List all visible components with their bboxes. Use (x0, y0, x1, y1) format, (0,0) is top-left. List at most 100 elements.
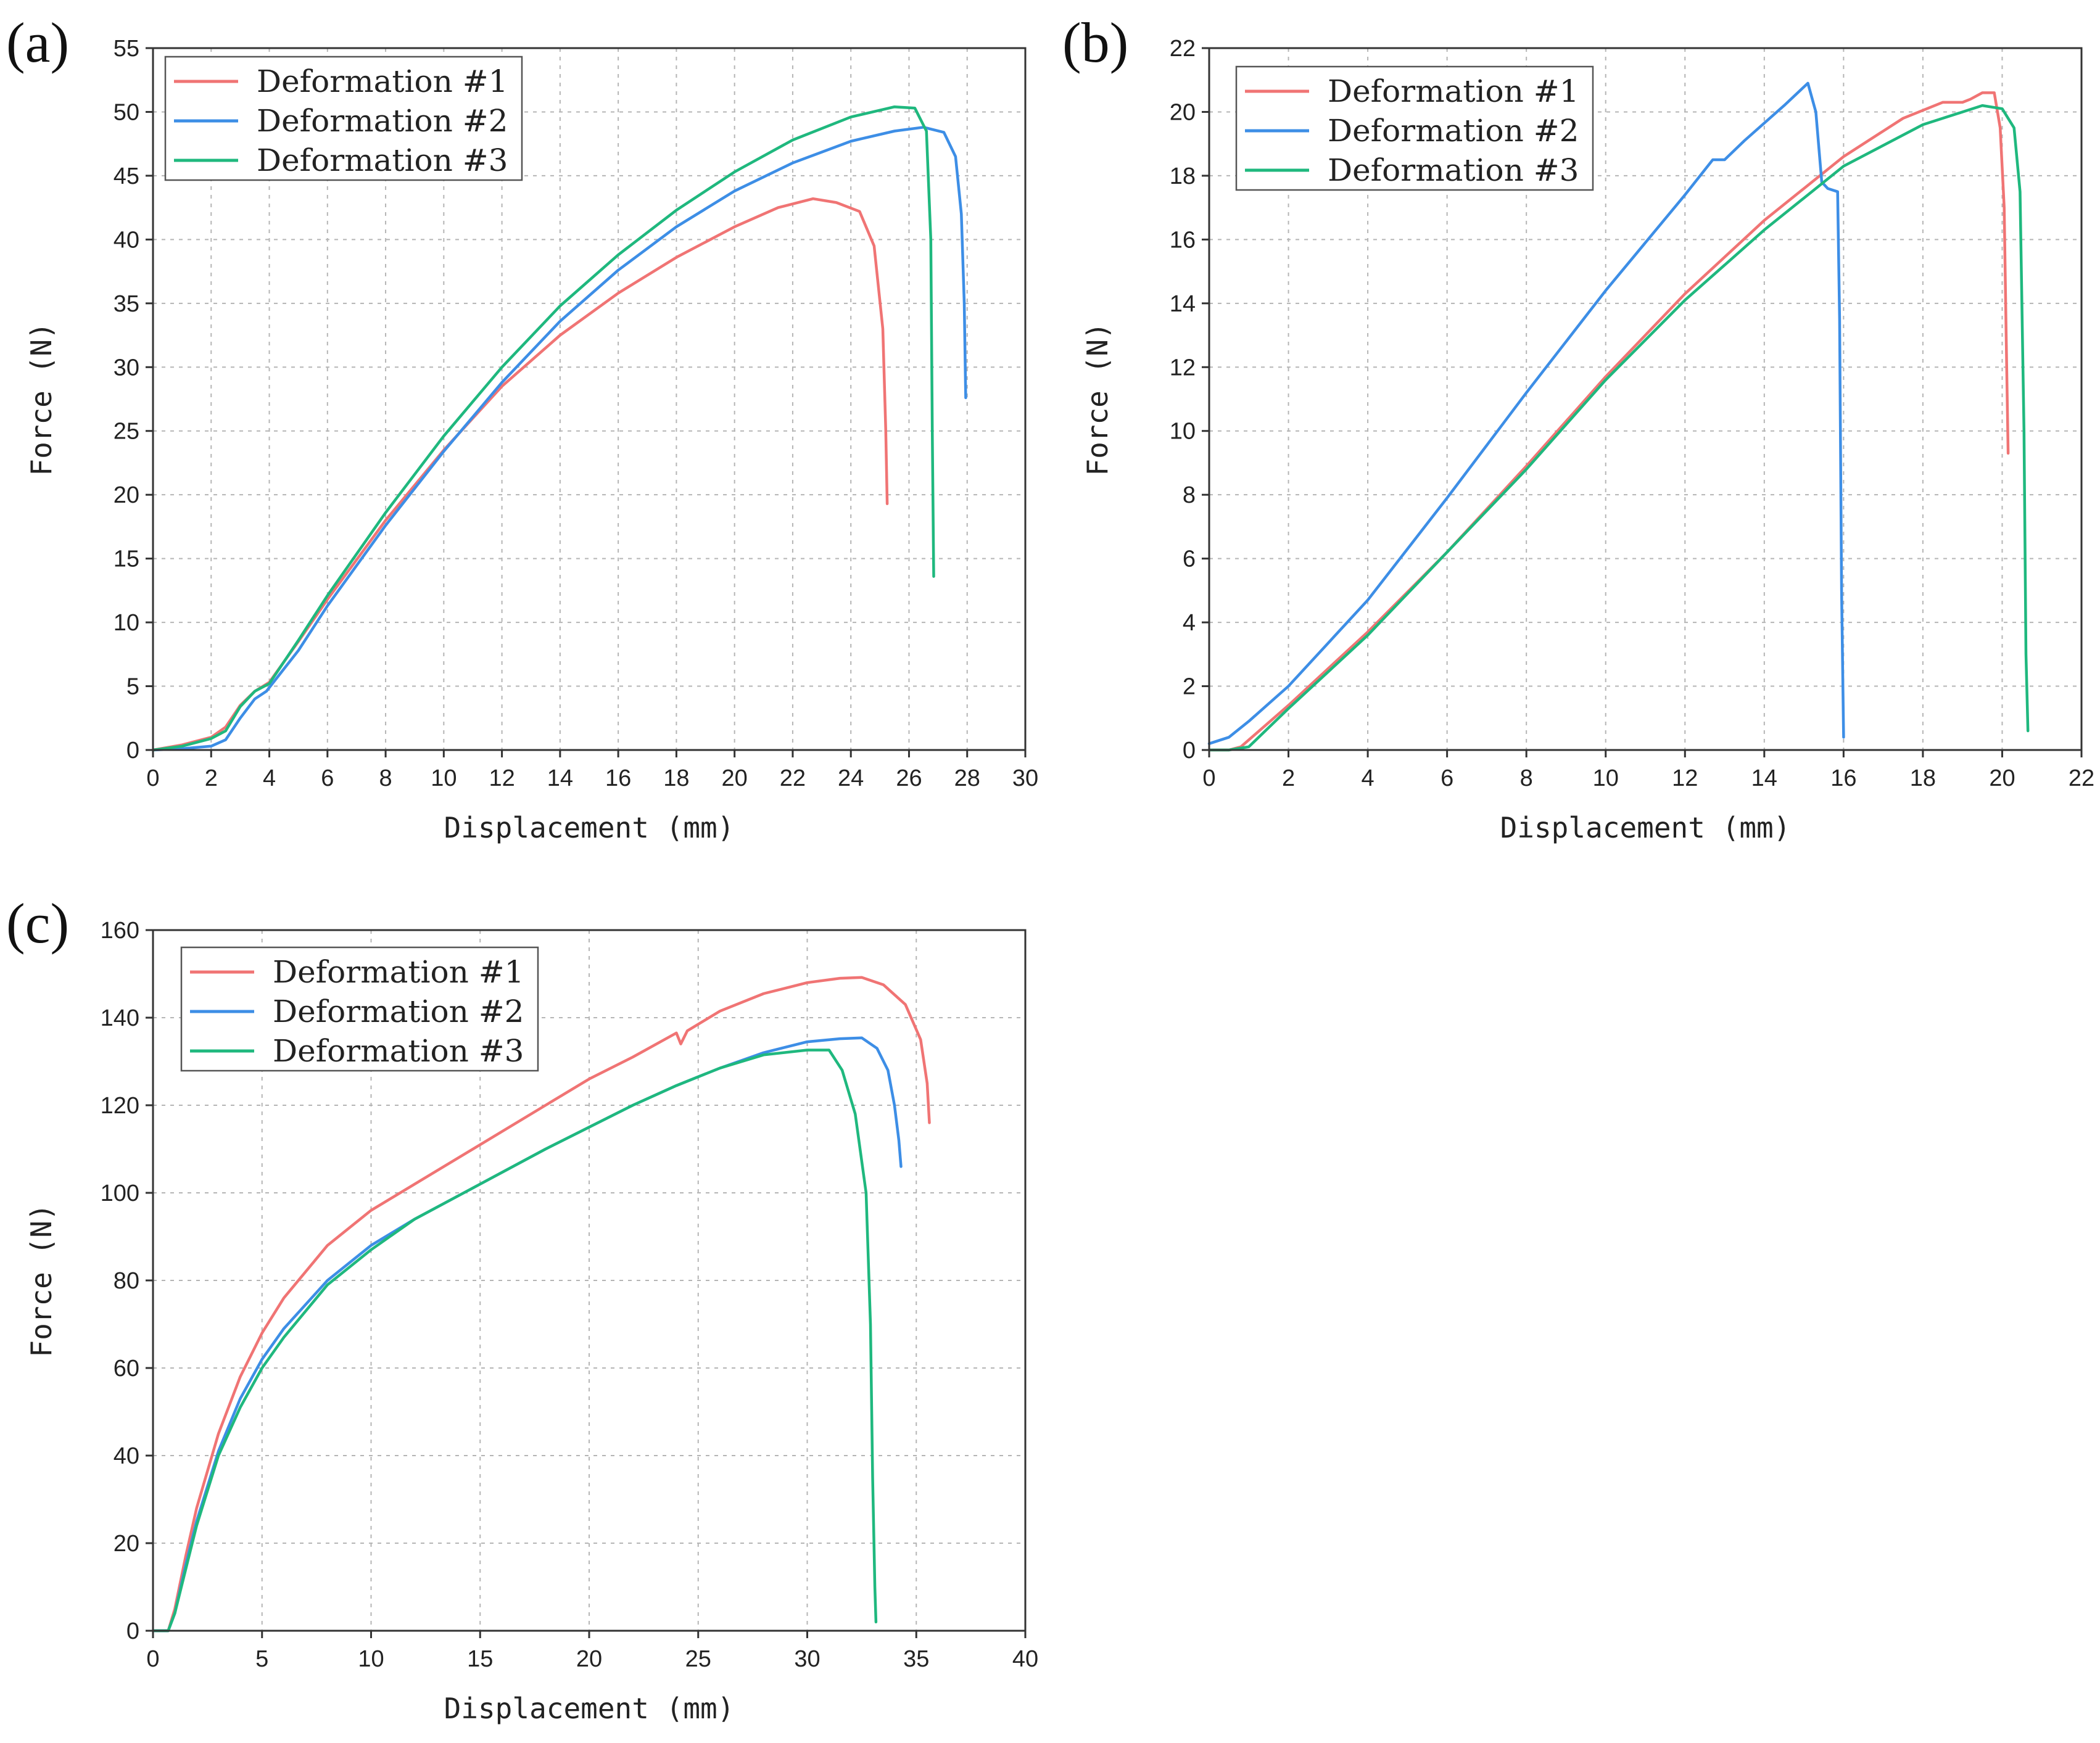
x-tick-label: 22 (2069, 765, 2094, 791)
y-tick-label: 0 (126, 1618, 139, 1644)
x-tick-label: 22 (780, 765, 806, 791)
series-line-deformation-3 (1207, 104, 2030, 752)
chart-panel-c: 0 5 10 15 20 25 30 35 40 0 20 40 60 80 100 120 140 160 (c… (6, 892, 1038, 1725)
legend-label-1: Deformation #1 (273, 954, 524, 990)
x-tick-label: 20 (1989, 765, 2015, 791)
x-tick-label: 35 (903, 1646, 929, 1672)
legend-box (180, 946, 539, 1072)
y-tick-label: 160 (101, 918, 139, 944)
chart-panel-b: 0 2 4 6 8 10 12 14 16 18 20 22 0 2 4 6 8 10 12 14 16 18 20 22 (… (1062, 11, 2094, 844)
y-tick-label: 120 (101, 1093, 139, 1119)
x-tick-label: 4 (263, 765, 276, 791)
legend-label-2: Deformation #2 (273, 994, 524, 1029)
plot-frame (152, 47, 1027, 751)
x-tick-label: 14 (1751, 765, 1777, 791)
y-tick-label: 4 (1183, 610, 1196, 636)
y-tick-label: 12 (1170, 355, 1196, 381)
axis-ticks: 0 2 4 6 8 10 12 14 16 18 20 22 24 26 28 300510152025303… (114, 36, 1038, 791)
y-tick-label: 25 (114, 419, 139, 445)
series-lines (1207, 81, 2030, 752)
y-tick-label: 8 (1183, 482, 1196, 508)
x-tick-label: 2 (205, 765, 218, 791)
y-tick-label: 20 (114, 482, 139, 508)
x-tick-label: 4 (1362, 765, 1375, 791)
x-tick-label: 14 (547, 765, 573, 791)
x-axis-title: Displacement (mm) (1500, 811, 1791, 844)
legend-label-2: Deformation #2 (257, 103, 508, 139)
x-tick-label: 5 (255, 1646, 268, 1672)
series-line-deformation-2 (1207, 81, 1845, 745)
panel-label: (c) (6, 892, 69, 955)
y-tick-label: 40 (114, 1443, 139, 1469)
x-tick-label: 0 (146, 1646, 159, 1672)
y-tick-label: 14 (1170, 291, 1196, 317)
y-tick-label: 18 (1170, 163, 1196, 189)
legend-label-1: Deformation #1 (1328, 73, 1579, 109)
x-tick-label: 30 (794, 1646, 820, 1672)
y-tick-label: 50 (114, 99, 139, 125)
y-axis-title: Force (N) (25, 1203, 58, 1357)
y-tick-label: 10 (1170, 419, 1196, 445)
x-tick-label: 18 (663, 765, 689, 791)
panel-label: (b) (1062, 11, 1128, 74)
y-tick-label: 2 (1183, 674, 1196, 700)
legend-label-1: Deformation #1 (257, 64, 508, 99)
series-lines (151, 976, 931, 1633)
series-line-deformation-2 (151, 1036, 903, 1633)
series-lines (151, 105, 967, 752)
series-line-deformation-1 (151, 976, 931, 1633)
x-tick-label: 18 (1910, 765, 1936, 791)
legend-label-2: Deformation #2 (1328, 113, 1579, 149)
x-tick-label: 20 (722, 765, 748, 791)
y-tick-label: 20 (1170, 99, 1196, 125)
legend-label-3: Deformation #3 (257, 142, 508, 178)
y-tick-label: 40 (114, 227, 139, 253)
x-tick-label: 16 (1830, 765, 1856, 791)
legend: Deformation #1 Deformation #2 Deformatio… (1235, 65, 1594, 191)
x-tick-label: 10 (1593, 765, 1619, 791)
x-axis-title: Displacement (mm) (444, 811, 735, 844)
x-tick-label: 2 (1282, 765, 1295, 791)
y-tick-label: 22 (1170, 36, 1196, 62)
y-tick-label: 20 (114, 1531, 139, 1557)
legend: Deformation #1 Deformation #2 Deformatio… (164, 56, 523, 181)
y-tick-label: 140 (101, 1005, 139, 1031)
y-tick-label: 0 (1183, 738, 1196, 764)
y-tick-label: 5 (126, 674, 139, 700)
series-line-deformation-3 (151, 105, 935, 752)
series-line-deformation-1 (151, 197, 889, 752)
legend-label-3: Deformation #3 (273, 1033, 524, 1069)
axis-ticks: 0 5 10 15 20 25 30 35 40 0 20 40 60 80 100 120 140 160 (101, 918, 1039, 1672)
panel-label: (a) (6, 11, 69, 74)
legend-label-3: Deformation #3 (1328, 152, 1579, 188)
y-tick-label: 16 (1170, 227, 1196, 253)
grid-lines (1209, 48, 2081, 750)
x-tick-label: 12 (489, 765, 515, 791)
y-tick-label: 10 (114, 610, 139, 636)
chart-panel-a: 0 2 4 6 8 10 12 14 16 18 20 22 24 26 28 300510152025303… (6, 11, 1038, 844)
y-tick-label: 35 (114, 291, 139, 317)
grid-lines (153, 930, 1025, 1631)
series-line-deformation-2 (151, 126, 967, 752)
x-tick-label: 16 (605, 765, 631, 791)
x-tick-label: 6 (321, 765, 334, 791)
y-axis-title: Force (N) (1081, 322, 1114, 476)
y-tick-label: 0 (126, 738, 139, 764)
y-tick-label: 30 (114, 355, 139, 381)
legend: Deformation #1 Deformation #2 Deformatio… (180, 946, 539, 1072)
x-axis-title: Displacement (mm) (444, 1692, 735, 1725)
x-tick-label: 8 (379, 765, 392, 791)
y-tick-label: 55 (114, 36, 139, 62)
x-tick-label: 24 (838, 765, 864, 791)
series-line-deformation-1 (1207, 91, 2010, 752)
x-tick-label: 28 (954, 765, 980, 791)
y-tick-label: 100 (101, 1181, 139, 1206)
y-tick-label: 15 (114, 546, 139, 572)
y-tick-label: 45 (114, 163, 139, 189)
x-tick-label: 40 (1012, 1646, 1038, 1672)
x-tick-label: 15 (467, 1646, 493, 1672)
x-tick-label: 12 (1672, 765, 1698, 791)
x-tick-label: 0 (1202, 765, 1215, 791)
x-tick-label: 30 (1012, 765, 1038, 791)
